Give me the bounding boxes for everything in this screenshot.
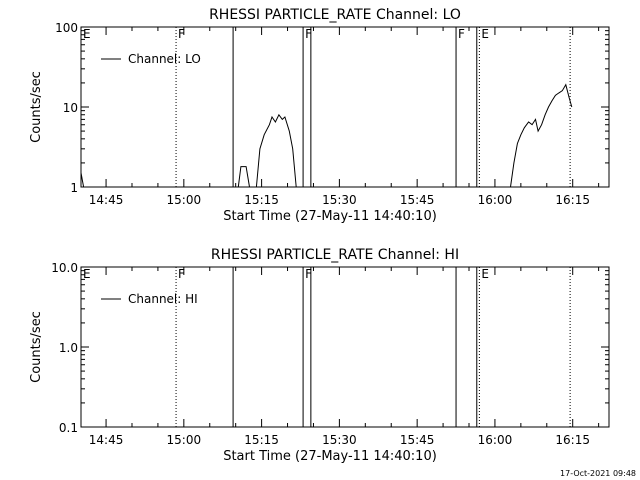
footer-timestamp: 17-Oct-2021 09:48 [560,469,636,478]
event-marker-label: E [481,267,489,281]
y-tick-label: 0.1 [59,421,78,435]
y-tick-label: 100 [55,21,78,35]
plot-frame [80,266,610,428]
y-axis-label: Counts/sec [29,71,44,143]
x-tick-label: 15:30 [322,433,357,447]
y-tick-label: 1.0 [59,341,78,355]
y-axis-label: Counts/sec [29,311,44,383]
y-tick-label: 1 [70,181,78,195]
x-tick-label: 16:00 [478,193,513,207]
x-tick-label: 15:30 [322,193,357,207]
event-marker-label: F [178,27,185,41]
event-marker-label: F [458,27,465,41]
y-tick-label: 10.0 [51,261,78,275]
x-axis-label: Start Time (27-May-11 14:40:10) [223,449,437,464]
x-tick-label: 15:15 [244,433,279,447]
x-tick-label: 16:00 [478,433,513,447]
x-tick-label: 15:45 [400,433,435,447]
x-tick-label: 16:15 [555,433,590,447]
x-tick-label: 14:45 [89,433,124,447]
x-tick-label: 15:00 [167,193,202,207]
series-line [255,113,297,188]
x-tick-label: 15:00 [167,433,202,447]
chart-title: RHESSI PARTICLE_RATE Channel: HI [211,247,459,263]
x-tick-label: 15:45 [400,193,435,207]
x-tick-label: 15:15 [244,193,279,207]
event-marker-label: F [305,267,312,281]
event-marker-label: F [305,27,312,41]
y-tick-label: 10 [63,101,78,115]
x-axis-label: Start Time (27-May-11 14:40:10) [223,209,437,224]
series-line [237,166,250,188]
event-marker-label: E [83,27,91,41]
series-line [80,172,85,188]
event-marker-label: E [481,27,489,41]
legend-label: Channel: LO [128,52,201,66]
x-tick-label: 14:45 [89,193,124,207]
x-tick-label: 16:15 [555,193,590,207]
event-marker-label: E [83,267,91,281]
event-marker-label: F [178,267,185,281]
legend-label: Channel: HI [128,292,198,306]
plot-frame [80,26,610,188]
chart-title: RHESSI PARTICLE_RATE Channel: LO [209,7,461,23]
series-line [510,83,573,188]
